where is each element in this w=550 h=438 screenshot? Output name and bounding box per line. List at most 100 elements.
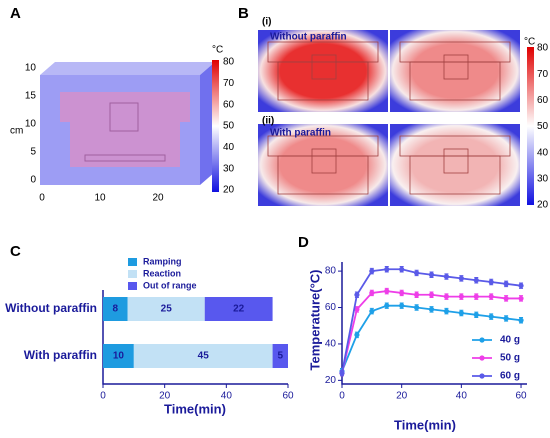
line [341, 268, 522, 374]
colorbar-tick: 50 [223, 121, 235, 132]
marker [473, 312, 479, 318]
marker [503, 295, 509, 302]
legend-label: 50 g [500, 353, 520, 364]
bar-segment [103, 297, 128, 321]
colorbar-tick: 40 [223, 142, 235, 153]
data-label: 22 [233, 304, 245, 315]
marker [473, 277, 479, 283]
row-label: (ii) [262, 116, 274, 127]
marker [458, 275, 464, 281]
category-label: With paraffin [24, 348, 97, 362]
marker [413, 304, 420, 311]
legend-label: Ramping [143, 256, 182, 266]
box-3d [40, 62, 215, 185]
marker [488, 314, 494, 320]
legend-label: 40 g [500, 335, 520, 346]
legend-swatch [128, 258, 137, 266]
row-title: With paraffin [270, 128, 331, 139]
x-tick-label: 40 [456, 391, 468, 402]
colorbar-tick: 30 [537, 173, 549, 184]
marker [443, 308, 450, 314]
legend-label: Reaction [143, 268, 181, 278]
x-tick-label: 20 [152, 193, 164, 204]
marker [369, 290, 375, 296]
bar-segment [204, 297, 273, 321]
panel-label: A [10, 5, 21, 22]
heatmap [390, 124, 520, 206]
marker [384, 266, 390, 272]
heatmap [258, 30, 388, 112]
y-tick-label: 0 [30, 175, 36, 186]
marker [503, 281, 509, 287]
marker [428, 272, 435, 278]
x-axis-label: Time(min) [394, 417, 456, 432]
y-axis-label: Temperature(°C) [307, 269, 322, 370]
y-tick-label: 20 [325, 375, 337, 386]
panel-label: C [10, 243, 21, 260]
bar-segment [103, 344, 134, 368]
marker [443, 273, 450, 280]
data-label: 8 [113, 304, 119, 315]
marker [488, 293, 494, 300]
y-tick-label: 10 [25, 119, 37, 130]
marker [518, 283, 524, 289]
marker [399, 303, 405, 309]
x-tick-label: 60 [515, 391, 527, 402]
marker [399, 266, 405, 272]
category-label: Without paraffin [5, 301, 97, 315]
x-tick-label: 0 [339, 391, 345, 402]
marker [369, 308, 375, 314]
marker [384, 303, 390, 309]
bar-segment [127, 297, 205, 321]
legend-label: 60 g [500, 371, 520, 382]
colorbar-tick: 70 [537, 69, 549, 80]
panel-label: D [298, 234, 309, 251]
marker [413, 270, 420, 276]
data-label: 25 [161, 304, 173, 315]
y-tick-label: 10 [25, 63, 37, 74]
colorbar-tick: 60 [537, 95, 549, 106]
panel-label: B [238, 5, 249, 22]
marker [413, 292, 420, 298]
colorbar-unit: °C [524, 37, 535, 48]
row-title: Without paraffin [270, 32, 347, 43]
bar-segment [133, 344, 273, 368]
y-tick-label: 60 [325, 302, 337, 313]
colorbar-tick: 60 [223, 99, 235, 110]
marker [473, 293, 479, 300]
colorbar-unit: °C [212, 45, 223, 56]
legend-marker [479, 355, 485, 361]
x-tick-label: 40 [221, 391, 233, 402]
colorbar [212, 60, 219, 192]
y-tick-label: 40 [325, 339, 337, 350]
colorbar-tick: 20 [537, 200, 549, 211]
axis [341, 262, 527, 385]
marker [339, 370, 345, 376]
row-label: (i) [262, 17, 271, 28]
marker [458, 310, 464, 316]
marker [354, 332, 360, 338]
x-tick-label: 0 [100, 391, 106, 402]
marker [384, 288, 390, 294]
heatmap-outline [267, 41, 511, 195]
x-tick-label: 10 [94, 193, 106, 204]
data-label: 10 [113, 351, 125, 362]
marker [428, 306, 435, 312]
bar-segment [272, 344, 288, 368]
legend-swatch [128, 282, 137, 290]
marker [399, 290, 405, 296]
x-tick-label: 0 [39, 193, 45, 204]
colorbar-tick: 70 [223, 78, 235, 89]
x-tick-label: 20 [396, 391, 408, 402]
marker [428, 292, 435, 298]
data-label: 45 [198, 351, 210, 362]
legend-label: Out of range [143, 280, 197, 290]
marker [458, 293, 464, 300]
colorbar-tick: 50 [537, 121, 549, 132]
marker [488, 279, 494, 285]
colorbar [527, 47, 534, 205]
colorbar-tick: 40 [537, 147, 549, 158]
colorbar-tick: 30 [223, 163, 235, 174]
marker [354, 292, 360, 298]
